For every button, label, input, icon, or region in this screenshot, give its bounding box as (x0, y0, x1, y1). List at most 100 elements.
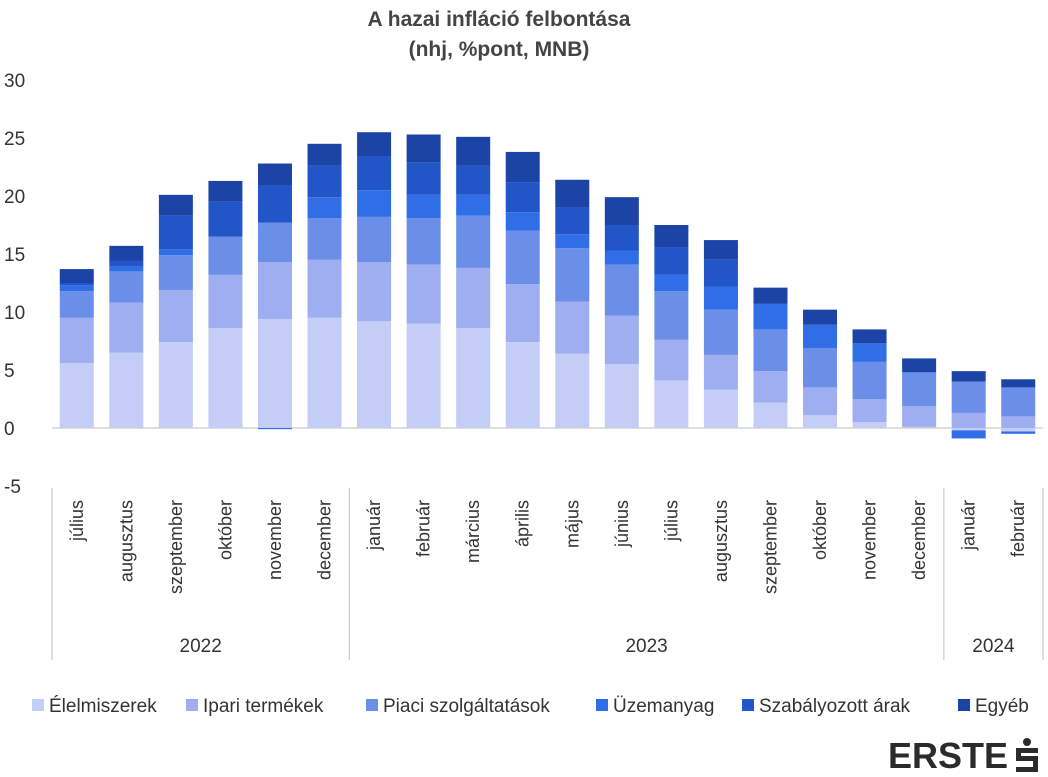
bar-segment-5 (406, 162, 441, 195)
bar-segment-2 (604, 315, 639, 365)
bar-segment-1 (604, 364, 639, 428)
bar-segment-3 (852, 361, 887, 399)
bar-segment-2 (59, 317, 94, 364)
x-category-label: augusztus (711, 500, 731, 582)
bar-segment-3 (59, 291, 94, 318)
x-category-label: június (612, 500, 632, 548)
x-category-label: július (67, 500, 87, 542)
bar-segment-6 (1001, 379, 1036, 388)
legend-swatch (596, 699, 608, 711)
bar-segment-1 (357, 321, 392, 428)
bar-segment-5 (555, 207, 590, 235)
bar-segment-1 (951, 428, 986, 431)
legend-label: Ipari termékek (203, 696, 324, 717)
bar-segment-4 (158, 249, 193, 256)
erste-symbol-icon (1016, 738, 1038, 772)
bar-segment-2 (654, 339, 689, 381)
bar-segment-4 (951, 430, 986, 439)
legend-label: Szabályozott árak (759, 696, 911, 717)
legend-label: Élelmiszerek (49, 696, 157, 717)
bar-segment-3 (456, 215, 491, 268)
y-axis: -5 0 5 10 15 20 25 30 (4, 71, 25, 498)
bar-segment-5 (257, 185, 292, 223)
bar-segment-1 (852, 422, 887, 428)
bar-segment-4 (852, 343, 887, 362)
bar-segment-5 (604, 225, 639, 251)
bar-segment-4 (505, 212, 540, 231)
x-category-label: augusztus (116, 500, 136, 582)
bar-segment-1 (803, 415, 838, 428)
chart-title: A hazai infláció felbontása (368, 8, 631, 31)
bar-segment-6 (208, 180, 243, 202)
bar-segment-2 (109, 302, 144, 353)
bar-segment-3 (753, 329, 788, 372)
bar-segment-4 (654, 274, 689, 292)
bar-segment-3 (555, 248, 590, 302)
x-category-label: november (860, 500, 880, 580)
bar-segment-1 (109, 352, 144, 428)
bar-segment-3 (951, 381, 986, 413)
bar-segment-2 (158, 289, 193, 343)
bar-segment-1 (406, 323, 441, 428)
bar-segment-5 (158, 215, 193, 250)
bar-segment-5 (654, 247, 689, 275)
bar-segment-1 (654, 380, 689, 428)
bar-segment-6 (307, 143, 342, 166)
bar-segment-2 (852, 399, 887, 423)
y-tick-label: 30 (4, 71, 25, 92)
bar-segment-1 (902, 426, 937, 428)
x-category-label: február (414, 500, 434, 557)
bar-segment-1 (456, 328, 491, 428)
year-label: 2024 (972, 636, 1015, 657)
bar-segment-2 (456, 267, 491, 329)
bar-segment-6 (654, 225, 689, 248)
bar-segment-1 (703, 389, 738, 428)
bar-segment-2 (753, 371, 788, 403)
bar-segment-6 (852, 329, 887, 344)
bar-segment-4 (703, 286, 738, 310)
bar-segment-5 (456, 165, 491, 195)
bar-segment-1 (753, 402, 788, 428)
year-label: 2023 (625, 636, 667, 657)
bar-segment-4 (1001, 431, 1036, 434)
x-category-label: április (513, 500, 533, 547)
bar-segment-6 (555, 179, 590, 208)
bar-segment-5 (109, 260, 144, 267)
bar-segment-6 (158, 194, 193, 216)
bar-segment-4 (456, 194, 491, 216)
x-category-label: szeptember (760, 500, 780, 594)
y-tick-label: 5 (4, 361, 15, 382)
bar-segment-2 (357, 262, 392, 322)
legend-swatch (366, 699, 378, 711)
bar-segment-6 (902, 358, 937, 373)
bar-segment-6 (456, 136, 491, 166)
bar-segment-4 (753, 303, 788, 330)
bar-segment-5 (505, 182, 540, 213)
bar-segment-4 (406, 194, 441, 219)
bar-segment-4 (357, 190, 392, 217)
y-tick-label: -5 (4, 477, 21, 498)
bar-segment-4 (803, 324, 838, 348)
bar-segment-2 (406, 264, 441, 324)
bar-segment-3 (1001, 387, 1036, 417)
bar-segment-2 (505, 284, 540, 343)
bar-segment-2 (208, 274, 243, 329)
bar-segment-4 (257, 428, 292, 430)
x-category-label: január (364, 500, 384, 551)
x-category-label: október (215, 500, 235, 560)
legend-label: Piaci szolgáltatások (383, 696, 550, 717)
legend-label: Üzemanyag (613, 696, 714, 717)
bar-segment-3 (208, 236, 243, 275)
legend: Élelmiszerek Ipari termékek Piaci szolgált… (32, 696, 1029, 717)
bar-segment-2 (951, 412, 986, 428)
bar-segment-3 (158, 255, 193, 290)
bar-segment-1 (158, 342, 193, 428)
bar-series (59, 132, 1036, 439)
legend-swatch (742, 699, 754, 711)
bar-segment-2 (1001, 416, 1036, 428)
y-tick-label: 0 (4, 419, 15, 440)
legend-swatch (186, 699, 198, 711)
bar-segment-3 (257, 222, 292, 263)
erste-logo: ERSTE (888, 738, 1042, 774)
